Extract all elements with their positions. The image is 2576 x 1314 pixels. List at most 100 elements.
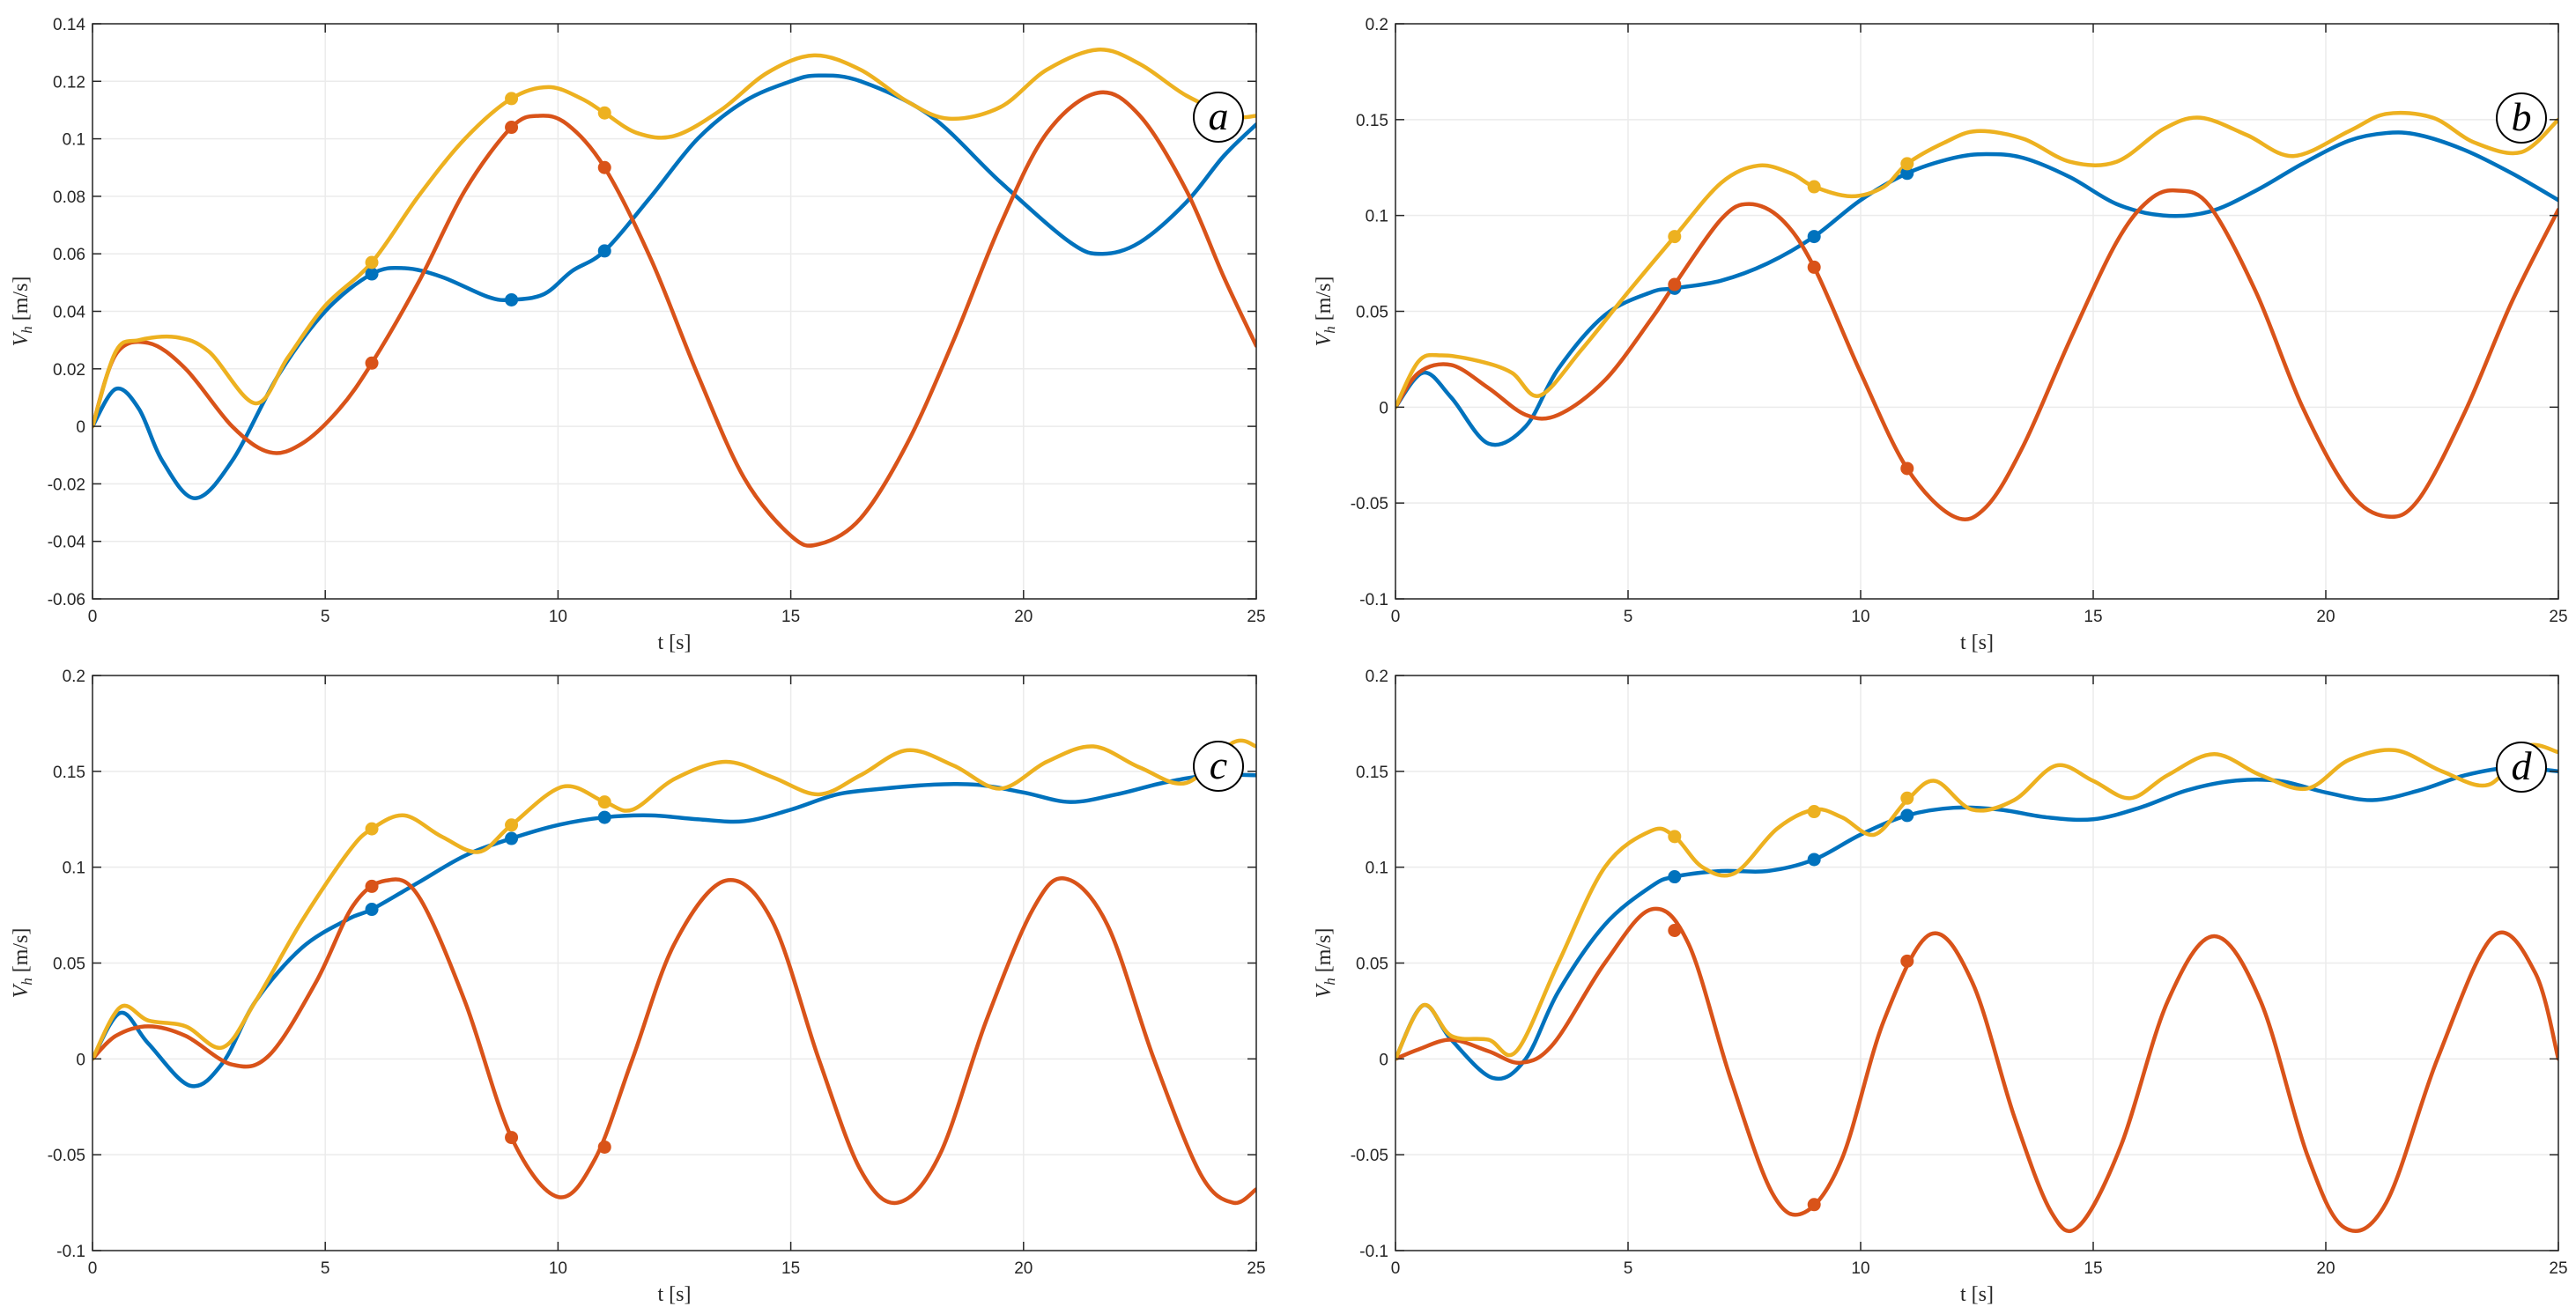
chart-panel-d: 0 5 10 15 20 25 -0.1 -0.05 0 0.05 0.1 0.15 0.2 t [s] V… bbox=[1313, 668, 2568, 1306]
y-tick-label: -0.1 bbox=[56, 1243, 85, 1261]
marker-yellow bbox=[1668, 830, 1682, 844]
series-group bbox=[93, 738, 1256, 1206]
marker-yellow bbox=[505, 818, 519, 832]
panel-tag-label: d bbox=[2512, 743, 2533, 788]
marker-red bbox=[597, 160, 611, 174]
series-group bbox=[1395, 110, 2558, 521]
x-tick-label: 20 bbox=[1014, 1259, 1033, 1278]
x-tick-label: 25 bbox=[1247, 608, 1265, 626]
chart-panel-b: 0 5 10 15 20 25 -0.1 -0.05 0 0.05 0.1 0.15 0.2 t [s] V… bbox=[1313, 16, 2568, 654]
marker-blue bbox=[505, 831, 519, 845]
y-axis-label-sub: h bbox=[1321, 326, 1338, 334]
marker-yellow bbox=[1668, 230, 1682, 244]
x-axis-label: t [s] bbox=[658, 631, 692, 654]
y-axis-label-unit: [m/s] bbox=[1313, 277, 1336, 327]
marker-red bbox=[1900, 954, 1914, 968]
panel-tag-label: a bbox=[1209, 93, 1229, 138]
y-tick-label: 0.05 bbox=[1356, 956, 1388, 974]
y-tick-label: -0.05 bbox=[1351, 1147, 1388, 1165]
y-axis-label-main: V bbox=[10, 331, 33, 346]
x-tick-label: 15 bbox=[2084, 1259, 2102, 1278]
marker-yellow bbox=[365, 255, 379, 269]
marker-blue bbox=[1900, 166, 1914, 181]
marker-yellow bbox=[1900, 157, 1914, 171]
y-tick-label: -0.04 bbox=[48, 534, 86, 552]
x-tick-label: 5 bbox=[1624, 1259, 1633, 1278]
marker-yellow bbox=[365, 822, 379, 836]
marker-blue bbox=[1900, 808, 1914, 823]
y-tick-label: 0 bbox=[76, 1051, 85, 1069]
x-axis-label: t [s] bbox=[658, 1283, 692, 1306]
x-tick-label: 5 bbox=[321, 608, 330, 626]
x-tick-label: 0 bbox=[88, 1259, 98, 1278]
y-tick-label: 0.15 bbox=[53, 764, 85, 782]
marker-blue bbox=[597, 244, 611, 258]
y-axis-label-main: V bbox=[1313, 983, 1336, 998]
x-tick-label: 10 bbox=[1851, 608, 1869, 626]
x-tick-label: 5 bbox=[321, 1259, 330, 1278]
marker-red bbox=[1668, 923, 1682, 937]
marker-red bbox=[1807, 1198, 1821, 1212]
marker-red bbox=[505, 121, 519, 135]
series-line-red bbox=[1395, 188, 2558, 521]
y-tick-label: 0.2 bbox=[1366, 16, 1388, 34]
marker-yellow bbox=[597, 795, 611, 809]
panel-tag-label: c bbox=[1210, 742, 1227, 787]
y-axis-label: Vh [m/s] bbox=[10, 928, 35, 999]
panel-tag-circle bbox=[2496, 742, 2547, 793]
x-tick-label: 20 bbox=[2316, 1259, 2335, 1278]
marker-yellow bbox=[1807, 180, 1821, 194]
marker-blue bbox=[505, 292, 519, 306]
marker-blue bbox=[1807, 230, 1821, 244]
x-tick-label: 10 bbox=[549, 1259, 567, 1278]
y-tick-label: 0.1 bbox=[1366, 860, 1388, 878]
marker-blue bbox=[365, 903, 379, 917]
x-tick-label: 0 bbox=[88, 608, 98, 626]
y-tick-label: -0.02 bbox=[48, 476, 85, 494]
x-tick-label: 20 bbox=[2316, 608, 2335, 626]
x-tick-label: 15 bbox=[781, 1259, 800, 1278]
x-tick-label: 10 bbox=[1851, 1259, 1869, 1278]
series-line-red bbox=[1395, 906, 2558, 1234]
y-tick-label: -0.06 bbox=[48, 591, 85, 609]
chart-panel-c: 0 5 10 15 20 25 -0.1 -0.05 0 0.05 0.1 0.15 0.2 t [s] V… bbox=[10, 668, 1266, 1306]
x-tick-label: 25 bbox=[1247, 1259, 1265, 1278]
panel-tag-circle bbox=[1193, 92, 1244, 143]
y-tick-label: 0.2 bbox=[63, 668, 85, 686]
marker-yellow bbox=[505, 92, 519, 106]
y-tick-label: -0.05 bbox=[1351, 495, 1388, 513]
y-tick-label: -0.05 bbox=[48, 1147, 85, 1165]
panel-tag-circle bbox=[2496, 92, 2547, 144]
marker-red bbox=[597, 1140, 611, 1154]
x-tick-label: 20 bbox=[1014, 608, 1033, 626]
x-tick-label: 25 bbox=[2549, 608, 2567, 626]
y-axis-label-sub: h bbox=[19, 978, 35, 986]
y-axis-label-sub: h bbox=[1321, 978, 1338, 986]
marker-yellow bbox=[1807, 805, 1821, 819]
y-axis-label-main: V bbox=[10, 983, 33, 998]
y-tick-label: 0.05 bbox=[1356, 304, 1388, 322]
series-line-red bbox=[93, 90, 1256, 548]
y-tick-label: 0 bbox=[76, 418, 85, 437]
y-axis-label-sub: h bbox=[19, 326, 35, 334]
y-tick-label: 0.08 bbox=[53, 188, 85, 207]
y-tick-label: 0.15 bbox=[1356, 112, 1388, 130]
x-tick-label: 25 bbox=[2549, 1259, 2567, 1278]
marker-blue bbox=[1668, 870, 1682, 884]
y-axis-label-main: V bbox=[1313, 331, 1336, 346]
panel-tag-label: b bbox=[2512, 94, 2532, 139]
y-axis-label-unit: [m/s] bbox=[1313, 928, 1336, 978]
marker-red bbox=[1668, 277, 1682, 292]
y-axis-label: Vh [m/s] bbox=[1313, 928, 1338, 999]
x-tick-label: 5 bbox=[1624, 608, 1633, 626]
marker-yellow bbox=[1900, 791, 1914, 805]
marker-red bbox=[365, 356, 379, 370]
x-axis-label: t [s] bbox=[1960, 631, 1994, 654]
y-tick-label: 0.1 bbox=[63, 131, 85, 150]
marker-red bbox=[1900, 461, 1914, 476]
y-tick-label: 0.05 bbox=[53, 956, 85, 974]
x-axis-label: t [s] bbox=[1960, 1283, 1994, 1306]
marker-blue bbox=[1807, 853, 1821, 867]
y-tick-label: -0.1 bbox=[1359, 591, 1388, 609]
chart-panel-a: 0 5 10 15 20 25 -0.06 -0.04 -0.02 0 0.02 0.04 0.06 0.… bbox=[10, 16, 1266, 654]
